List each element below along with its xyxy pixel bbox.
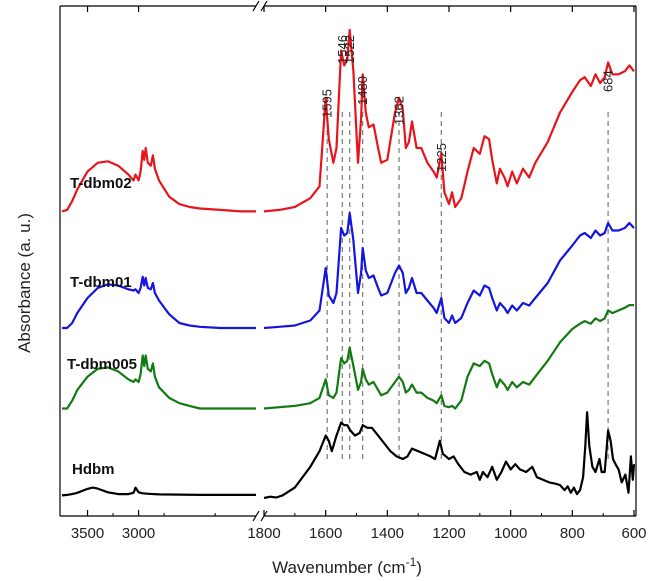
peak-guides [326, 112, 609, 462]
peak-label: 684 [601, 70, 616, 92]
peak-label: 1480 [355, 76, 370, 105]
axis-break-mark [252, 510, 260, 522]
axes: 3500 3000 1800 1600 1400 1200 1000 800 600 [59, 0, 647, 542]
peak-label: 1522 [342, 35, 357, 64]
series-line-left [62, 275, 256, 330]
series-lines [61, 28, 636, 500]
x-tick-label: 3500 [71, 525, 104, 542]
series-line-right [263, 411, 636, 500]
series-label: T-dbm02 [70, 175, 132, 192]
x-tick-label: 1200 [432, 525, 465, 542]
series-line-right [263, 211, 635, 330]
series-label: T-dbm005 [67, 356, 137, 373]
x-tick-label: 1400 [371, 525, 404, 542]
x-tick-label: 1600 [309, 525, 342, 542]
series-line-left [61, 486, 256, 497]
series-label: Hdbm [72, 461, 115, 478]
series-line-right [263, 28, 635, 213]
axis-break-mark [252, 0, 260, 12]
peak-label: 1225 [434, 143, 449, 172]
series-line-right [263, 304, 634, 410]
y-axis-title: Absorbance (a. u.) [15, 213, 34, 353]
x-tick-label: 3000 [122, 525, 155, 542]
x-axis-title: Wavenumber (cm-1) [272, 555, 422, 577]
series-line-left [62, 354, 256, 410]
peak-label: 1362 [392, 96, 407, 125]
peak-label: 1546 [335, 35, 350, 64]
peak-label: 1595 [320, 89, 335, 118]
series-label: T-dbm01 [70, 274, 132, 291]
x-tick-label: 800 [560, 525, 585, 542]
x-tick-label: 1000 [494, 525, 527, 542]
series-line-left [61, 146, 256, 213]
x-tick-label: 600 [621, 525, 646, 542]
x-tick-label: 1800 [247, 525, 280, 542]
